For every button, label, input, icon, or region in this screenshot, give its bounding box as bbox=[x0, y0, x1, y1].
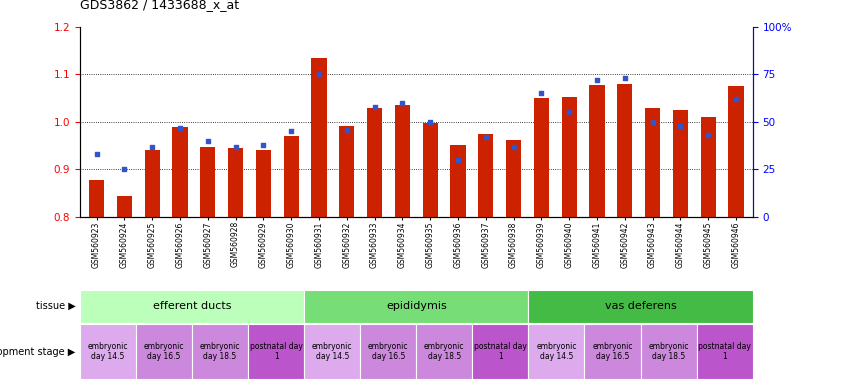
Point bbox=[395, 100, 409, 106]
Text: embryonic
day 18.5: embryonic day 18.5 bbox=[424, 342, 464, 361]
Point bbox=[340, 126, 353, 132]
Point bbox=[535, 90, 548, 96]
Point bbox=[479, 134, 493, 140]
Text: vas deferens: vas deferens bbox=[605, 301, 676, 311]
Bar bbox=[617, 84, 632, 217]
Point bbox=[646, 119, 659, 125]
Point bbox=[312, 71, 325, 78]
Bar bbox=[394, 105, 410, 217]
Point bbox=[563, 109, 576, 116]
Bar bbox=[728, 86, 743, 217]
Point bbox=[118, 166, 131, 172]
Bar bbox=[117, 195, 132, 217]
Bar bbox=[367, 108, 383, 217]
Bar bbox=[89, 180, 104, 217]
Bar bbox=[506, 139, 521, 217]
Bar bbox=[339, 126, 354, 217]
Point bbox=[674, 122, 687, 129]
Text: embryonic
day 16.5: embryonic day 16.5 bbox=[592, 342, 632, 361]
Point bbox=[701, 132, 715, 138]
Text: embryonic
day 18.5: embryonic day 18.5 bbox=[200, 342, 241, 361]
Point bbox=[452, 157, 465, 163]
Text: tissue ▶: tissue ▶ bbox=[36, 301, 76, 311]
Text: embryonic
day 18.5: embryonic day 18.5 bbox=[648, 342, 689, 361]
Text: embryonic
day 14.5: embryonic day 14.5 bbox=[537, 342, 577, 361]
Bar bbox=[450, 145, 466, 217]
Bar bbox=[283, 136, 299, 217]
Bar bbox=[228, 148, 243, 217]
Text: epididymis: epididymis bbox=[386, 301, 447, 311]
Point bbox=[257, 142, 270, 148]
Point bbox=[173, 124, 187, 131]
Text: embryonic
day 14.5: embryonic day 14.5 bbox=[87, 342, 128, 361]
Bar bbox=[534, 98, 549, 217]
Text: embryonic
day 16.5: embryonic day 16.5 bbox=[144, 342, 184, 361]
Bar bbox=[422, 123, 438, 217]
Text: embryonic
day 16.5: embryonic day 16.5 bbox=[368, 342, 409, 361]
Point bbox=[618, 75, 632, 81]
Bar bbox=[590, 85, 605, 217]
Point bbox=[507, 144, 521, 150]
Text: postnatal day
1: postnatal day 1 bbox=[698, 342, 751, 361]
Text: postnatal day
1: postnatal day 1 bbox=[474, 342, 526, 361]
Bar bbox=[172, 127, 188, 217]
Point bbox=[201, 138, 214, 144]
Point bbox=[229, 144, 242, 150]
Text: embryonic
day 14.5: embryonic day 14.5 bbox=[312, 342, 352, 361]
Text: development stage ▶: development stage ▶ bbox=[0, 346, 76, 357]
Point bbox=[284, 128, 298, 134]
Point bbox=[145, 144, 159, 150]
Point bbox=[729, 96, 743, 102]
Bar bbox=[311, 58, 326, 217]
Bar bbox=[673, 110, 688, 217]
Bar bbox=[145, 151, 160, 217]
Point bbox=[90, 151, 103, 157]
Bar bbox=[479, 134, 494, 217]
Bar bbox=[645, 108, 660, 217]
Bar bbox=[562, 97, 577, 217]
Bar bbox=[256, 151, 271, 217]
Bar bbox=[200, 147, 215, 217]
Text: efferent ducts: efferent ducts bbox=[153, 301, 231, 311]
Point bbox=[368, 104, 381, 110]
Point bbox=[590, 77, 604, 83]
Text: GDS3862 / 1433688_x_at: GDS3862 / 1433688_x_at bbox=[80, 0, 239, 12]
Text: postnatal day
1: postnatal day 1 bbox=[250, 342, 303, 361]
Bar bbox=[701, 117, 716, 217]
Point bbox=[424, 119, 437, 125]
